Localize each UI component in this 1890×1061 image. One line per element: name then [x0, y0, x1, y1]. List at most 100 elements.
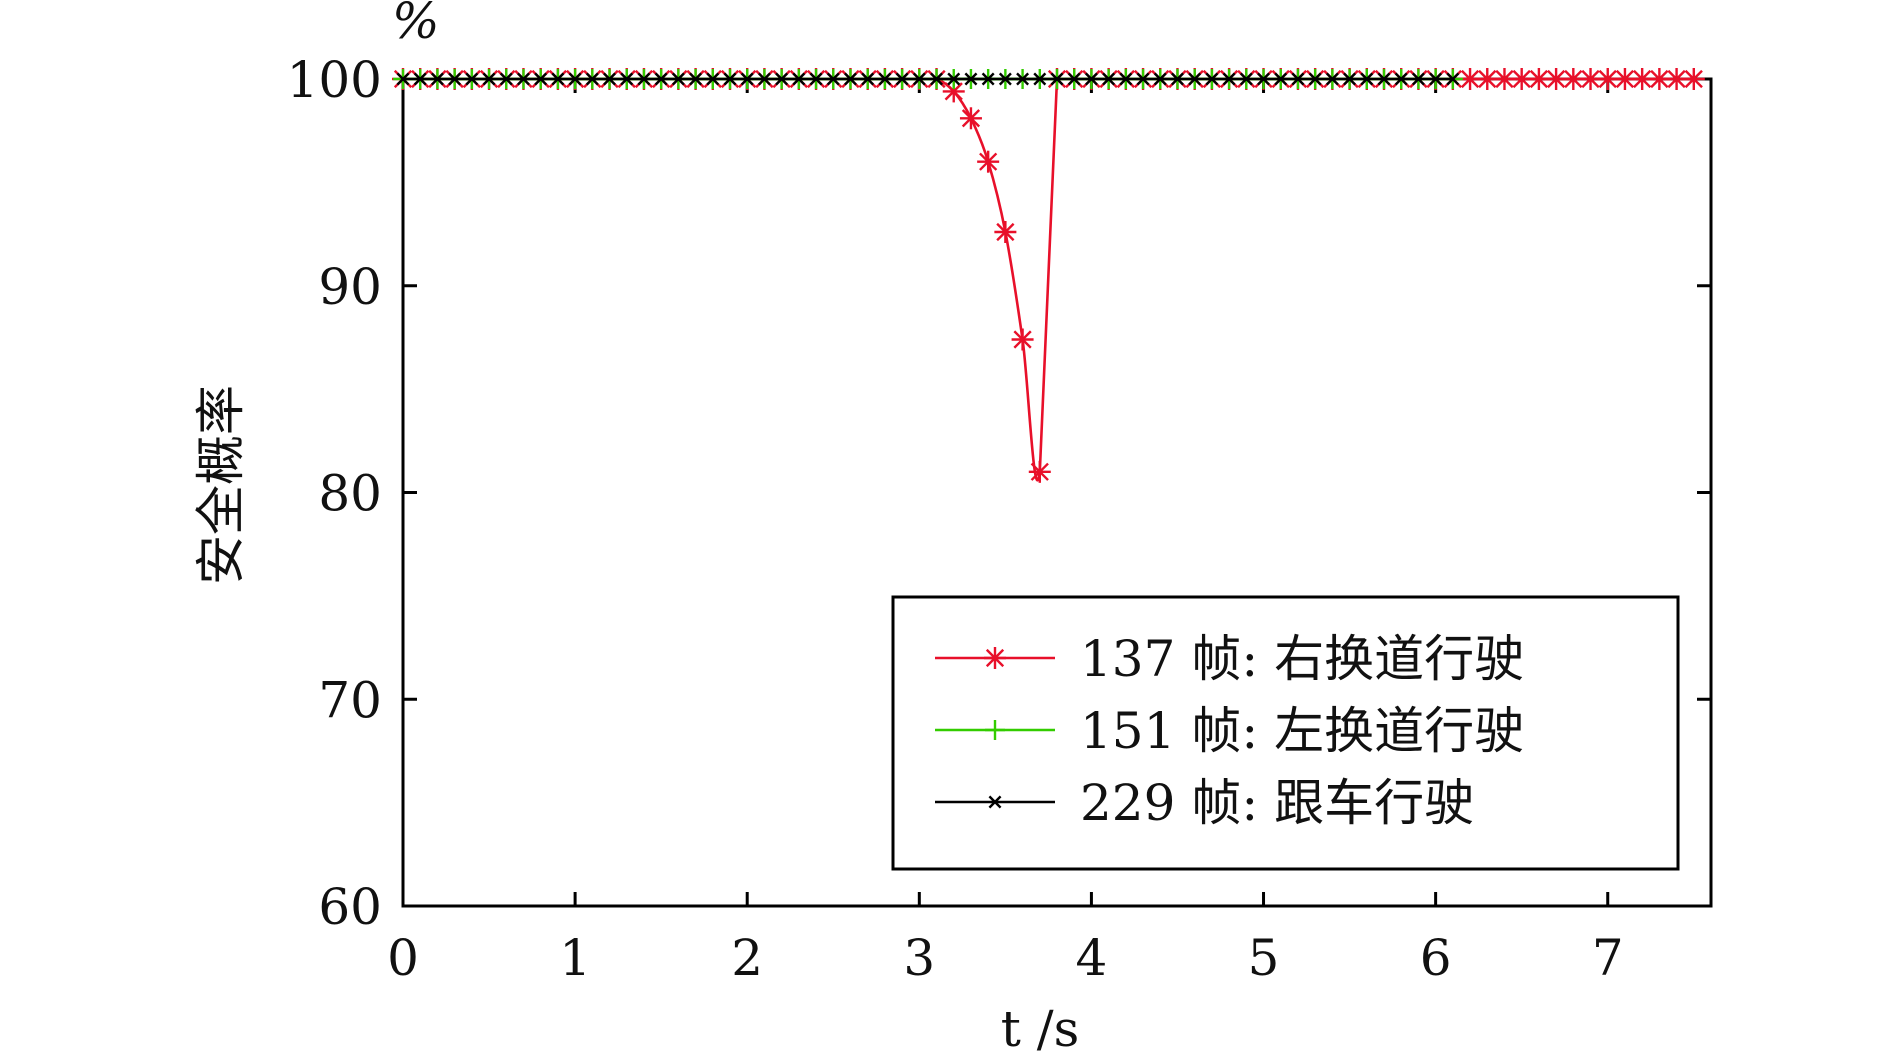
data-point — [947, 72, 961, 86]
data-point — [1343, 72, 1357, 86]
data-point — [1028, 460, 1051, 483]
data-point — [844, 72, 857, 86]
data-point — [671, 72, 685, 86]
axis-labels: % t /s 安全概率 — [192, 0, 1079, 1058]
data-point — [689, 72, 703, 86]
x-tick-label: 6 — [1420, 929, 1452, 987]
data-point — [1308, 72, 1322, 86]
series-line — [402, 77, 1694, 482]
data-point — [430, 72, 444, 86]
data-point — [1050, 72, 1064, 86]
data-point — [603, 72, 616, 86]
data-point — [912, 72, 926, 86]
legend: 137 帧: 右换道行驶 151 帧: 左换道行驶 229 帧: 跟车行驶 — [891, 595, 1680, 871]
data-point — [396, 72, 410, 86]
data-point — [878, 72, 892, 86]
data-point — [551, 72, 565, 86]
y-tick-label: 60 — [318, 878, 382, 936]
data-point — [620, 72, 634, 86]
data-point — [517, 72, 530, 86]
data-point — [826, 72, 840, 86]
data-point — [585, 72, 599, 86]
data-point — [1377, 72, 1391, 86]
series-layer — [392, 68, 1705, 483]
data-point — [482, 72, 496, 86]
x-tick-label: 2 — [731, 929, 763, 987]
x-tick-label: 3 — [903, 929, 935, 987]
data-point — [1476, 68, 1499, 90]
data-point — [1493, 68, 1516, 90]
series-1 — [392, 68, 1705, 483]
y-tick-label: 70 — [318, 671, 382, 729]
data-point — [740, 72, 754, 86]
legend-label: 229 帧: 跟车行驶 — [1080, 774, 1474, 832]
y-tick-label: 80 — [318, 465, 382, 523]
data-point — [1084, 72, 1098, 86]
data-point — [1067, 72, 1081, 86]
data-point — [1360, 72, 1374, 86]
data-point — [895, 72, 909, 86]
data-point — [534, 72, 548, 86]
x-tick-label: 5 — [1248, 929, 1280, 987]
data-point — [809, 72, 823, 86]
legend-entry: 137 帧: 右换道行驶 — [935, 630, 1524, 688]
data-point — [1136, 72, 1150, 86]
data-point — [1274, 72, 1288, 86]
legend-label: 151 帧: 左换道行驶 — [1080, 702, 1524, 760]
data-point — [1033, 72, 1047, 86]
data-point — [1119, 72, 1133, 86]
legend-label: 137 帧: 右换道行驶 — [1080, 630, 1524, 688]
data-point — [981, 72, 995, 86]
legend-marker — [985, 720, 1005, 740]
legend-marker — [984, 647, 1006, 669]
x-tick-label: 7 — [1592, 929, 1624, 987]
data-point — [654, 72, 668, 86]
data-point — [1102, 72, 1116, 86]
data-point — [1411, 72, 1425, 86]
data-point — [637, 72, 651, 86]
data-point — [977, 150, 1000, 173]
data-point — [1188, 72, 1202, 86]
data-point — [1016, 72, 1030, 86]
y-unit-label: % — [392, 0, 440, 50]
data-point — [1205, 72, 1219, 86]
y-tick-label: 90 — [318, 258, 382, 316]
data-point — [1682, 68, 1705, 90]
data-point — [1153, 72, 1167, 86]
data-point — [998, 72, 1012, 86]
data-point — [959, 107, 982, 130]
data-point — [757, 72, 771, 86]
data-point — [861, 72, 875, 86]
data-point — [1011, 328, 1034, 351]
data-point — [568, 72, 582, 86]
data-point — [706, 72, 720, 86]
data-point — [775, 72, 789, 86]
data-point — [1291, 72, 1305, 86]
y-axis-label: 安全概率 — [192, 385, 250, 585]
x-tick-label: 4 — [1076, 929, 1108, 987]
data-point — [930, 72, 943, 86]
data-point — [723, 72, 737, 86]
data-point — [792, 72, 806, 86]
data-point — [499, 72, 513, 86]
x-tick-label: 0 — [387, 929, 419, 987]
data-point — [1446, 72, 1460, 86]
data-point — [1394, 72, 1408, 86]
legend-entry: 229 帧: 跟车行驶 — [935, 774, 1474, 832]
legend-marker — [988, 795, 1002, 809]
data-point — [465, 72, 479, 86]
y-tick-label: 100 — [287, 51, 382, 109]
data-point — [1562, 68, 1585, 90]
legend-entry: 151 帧: 左换道行驶 — [935, 702, 1524, 760]
data-point — [1171, 72, 1184, 86]
data-point — [1429, 72, 1443, 86]
legend-box — [891, 595, 1680, 871]
data-point — [1325, 72, 1339, 86]
x-tick-label: 1 — [559, 929, 591, 987]
series-3 — [396, 72, 1460, 86]
data-point — [1239, 72, 1253, 86]
data-point — [1257, 72, 1270, 86]
data-point — [994, 220, 1017, 243]
data-point — [964, 72, 978, 86]
